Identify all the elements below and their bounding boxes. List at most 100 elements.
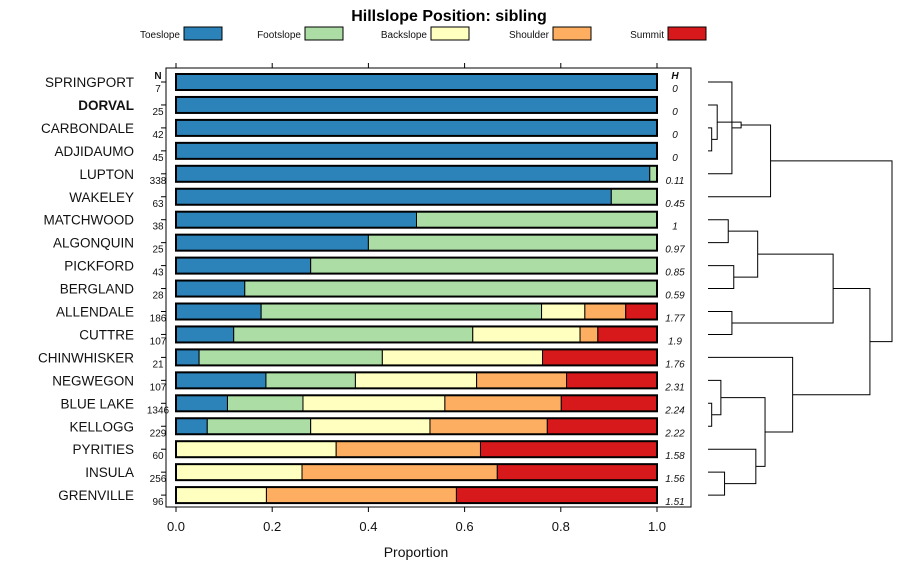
n-column-header: N xyxy=(154,71,161,82)
bar-row-bergland xyxy=(175,279,658,298)
row-label-lupton: LUPTON xyxy=(79,167,134,182)
bar-row-lupton xyxy=(175,164,658,183)
bar-wakeley-toeslope xyxy=(175,188,612,206)
x-tick-label: 0.6 xyxy=(456,519,474,534)
n-value-pyrities: 60 xyxy=(152,451,164,462)
bar-chinwhisker-backslope xyxy=(381,348,544,366)
bar-blue-lake-footslope xyxy=(226,394,304,412)
row-label-carbondale: CARBONDALE xyxy=(41,121,134,136)
bar-outline-carbondale xyxy=(175,118,658,137)
n-value-springport: 7 xyxy=(155,84,161,95)
h-value-carbondale: 0 xyxy=(672,130,678,141)
row-label-bergland: BERGLAND xyxy=(60,282,135,297)
row-label-pickford: PICKFORD xyxy=(64,259,134,274)
bar-pyrities-backslope xyxy=(175,440,337,458)
bar-outline-adjidaumo xyxy=(175,141,658,160)
bar-negwegon-backslope xyxy=(354,371,478,389)
legend-label-toeslope: Toeslope xyxy=(140,30,180,41)
bar-row-blue-lake xyxy=(175,394,658,413)
row-label-chinwhisker: CHINWHISKER xyxy=(38,350,134,365)
bar-outline-insula xyxy=(175,463,658,482)
bar-cuttre-toeslope xyxy=(175,325,235,343)
row-label-algonquin: ALGONQUIN xyxy=(53,236,134,251)
x-tick-label: 0.4 xyxy=(359,519,377,534)
bar-chinwhisker-summit xyxy=(542,348,658,366)
dendrogram-link xyxy=(770,160,893,343)
n-value-cuttre: 107 xyxy=(150,336,167,347)
bar-springport-toeslope xyxy=(175,73,658,91)
bar-cuttre-footslope xyxy=(233,325,474,343)
bar-row-pyrities xyxy=(175,440,658,459)
legend-swatch-shoulder xyxy=(552,26,592,41)
n-value-pickford: 43 xyxy=(152,268,164,279)
bar-row-kellogg xyxy=(175,417,658,436)
bar-chinwhisker-footslope xyxy=(198,348,383,366)
bar-pickford-footslope xyxy=(310,257,658,275)
h-value-dorval: 0 xyxy=(672,107,678,118)
bar-grenville-shoulder xyxy=(265,486,457,504)
dendrogram-link xyxy=(728,230,759,278)
bar-row-allendale xyxy=(175,302,658,321)
bar-outline-lupton xyxy=(175,164,658,183)
h-value-springport: 0 xyxy=(672,84,678,95)
bar-pyrities-shoulder xyxy=(335,440,481,458)
bar-blue-lake-toeslope xyxy=(175,394,228,412)
x-tick-label: 0.2 xyxy=(263,519,281,534)
h-value-kellogg: 2.22 xyxy=(664,428,685,439)
bar-cuttre-shoulder xyxy=(579,325,599,343)
bar-outline-chinwhisker xyxy=(175,348,658,367)
n-value-lupton: 338 xyxy=(150,176,167,187)
bar-bergland-toeslope xyxy=(175,280,246,298)
plot-area: 0.0 0.2 0.4 0.6 0.8 1.0 SPRINGPORT 7 0 DORVAL 25 0 C… xyxy=(38,63,692,534)
bar-lupton-footslope xyxy=(649,165,658,183)
chart-title: Hillslope Position: sibling xyxy=(351,8,547,25)
legend-swatch-summit xyxy=(667,26,707,41)
dendrogram-link xyxy=(708,402,713,427)
n-value-grenville: 96 xyxy=(152,497,164,508)
dendrogram-link xyxy=(717,121,742,129)
legend-label-summit: Summit xyxy=(630,30,664,41)
bar-outline-dorval xyxy=(175,95,658,114)
n-value-bergland: 28 xyxy=(152,291,164,302)
h-value-grenville: 1.51 xyxy=(665,497,684,508)
bar-blue-lake-shoulder xyxy=(444,394,562,412)
bar-negwegon-summit xyxy=(566,371,658,389)
bar-row-carbondale xyxy=(175,118,658,137)
dendrogram-link xyxy=(708,471,726,496)
bar-insula-summit xyxy=(496,463,658,481)
h-value-adjidaumo: 0 xyxy=(672,153,678,164)
bar-outline-pyrities xyxy=(175,440,658,459)
n-value-allendale: 186 xyxy=(150,314,167,325)
legend-label-shoulder: Shoulder xyxy=(509,30,550,41)
bar-row-grenville xyxy=(175,486,658,505)
dendrogram-link xyxy=(708,265,735,290)
row-label-allendale: ALLENDALE xyxy=(56,305,134,320)
bar-negwegon-shoulder xyxy=(476,371,568,389)
row-label-cuttre: CUTTRE xyxy=(79,327,134,342)
h-value-bergland: 0.59 xyxy=(665,291,685,302)
row-label-wakeley: WAKELEY xyxy=(69,190,134,205)
n-value-wakeley: 63 xyxy=(152,199,164,210)
n-value-matchwood: 38 xyxy=(152,222,164,233)
bar-outline-allendale xyxy=(175,302,658,321)
bar-outline-matchwood xyxy=(175,210,658,229)
x-tick-label: 1.0 xyxy=(648,519,666,534)
bar-matchwood-footslope xyxy=(416,211,658,229)
bar-dorval-toeslope xyxy=(175,96,658,114)
bar-row-cuttre xyxy=(175,325,658,344)
bar-outline-grenville xyxy=(175,486,658,505)
bar-allendale-footslope xyxy=(260,303,543,320)
n-value-negwegon: 107 xyxy=(150,382,167,393)
dendrogram-link xyxy=(731,253,834,324)
legend-label-footslope: Footslope xyxy=(257,30,301,41)
bar-insula-shoulder xyxy=(301,463,498,481)
bar-negwegon-toeslope xyxy=(175,371,267,389)
row-label-pyrities: PYRITIES xyxy=(72,442,134,457)
bar-kellogg-backslope xyxy=(310,417,431,435)
bar-row-chinwhisker xyxy=(175,348,658,367)
h-value-pickford: 0.85 xyxy=(665,268,685,279)
bar-outline-wakeley xyxy=(175,187,658,206)
bar-allendale-toeslope xyxy=(175,303,262,320)
row-label-matchwood: MATCHWOOD xyxy=(44,213,135,228)
